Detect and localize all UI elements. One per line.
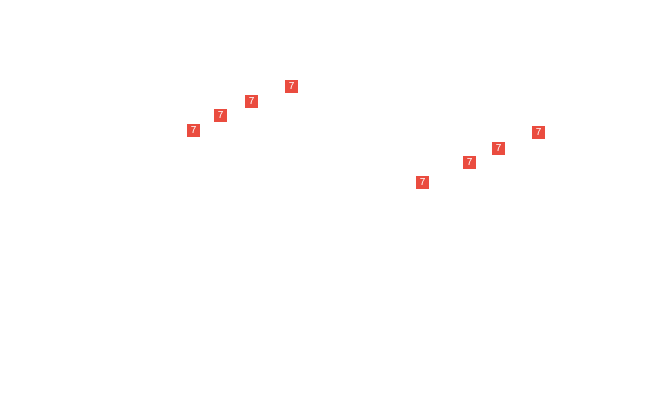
cluster-marker[interactable]: 7 [416,176,429,189]
cluster-marker[interactable]: 7 [285,80,298,93]
cluster-marker[interactable]: 7 [245,95,258,108]
cluster-marker[interactable]: 7 [532,126,545,139]
cluster-marker[interactable]: 7 [492,142,505,155]
cluster-marker[interactable]: 7 [463,156,476,169]
cluster-marker[interactable]: 7 [214,109,227,122]
cluster-marker[interactable]: 7 [187,124,200,137]
